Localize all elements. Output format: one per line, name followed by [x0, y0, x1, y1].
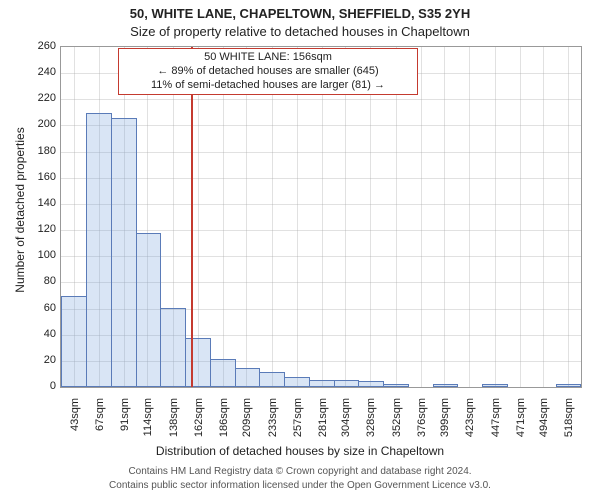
histogram-bar: [136, 233, 161, 387]
x-tick-label: 186sqm: [218, 398, 230, 458]
y-tick-label: 180: [8, 145, 56, 157]
histogram-bar: [358, 381, 384, 387]
page-subtitle: Size of property relative to detached ho…: [0, 24, 600, 39]
gridline-v: [495, 47, 496, 387]
histogram-bar: [482, 384, 508, 387]
gridline-v: [444, 47, 445, 387]
y-tick-label: 20: [8, 354, 56, 366]
y-tick-label: 240: [8, 66, 56, 78]
histogram-bar: [259, 372, 285, 387]
y-tick-label: 0: [8, 380, 56, 392]
x-tick-label: 447sqm: [490, 398, 502, 458]
y-tick-label: 60: [8, 302, 56, 314]
histogram-bar: [334, 380, 359, 387]
x-tick-label: 91sqm: [119, 398, 131, 458]
page: 50, WHITE LANE, CHAPELTOWN, SHEFFIELD, S…: [0, 0, 600, 500]
y-tick-label: 100: [8, 249, 56, 261]
y-tick-label: 160: [8, 171, 56, 183]
x-tick-label: 67sqm: [94, 398, 106, 458]
gridline-v: [297, 47, 298, 387]
x-tick-label: 43sqm: [69, 398, 81, 458]
histogram-plot: [60, 46, 582, 388]
highlight-line: [191, 47, 193, 387]
gridline-v: [421, 47, 422, 387]
x-tick-label: 138sqm: [168, 398, 180, 458]
y-tick-label: 120: [8, 223, 56, 235]
x-tick-label: 376sqm: [416, 398, 428, 458]
x-tick-label: 352sqm: [391, 398, 403, 458]
histogram-bar: [383, 384, 409, 387]
histogram-bar: [185, 338, 211, 387]
histogram-bar: [86, 113, 112, 387]
y-tick-label: 40: [8, 328, 56, 340]
annotation-line-2: ← 89% of detached houses are smaller (64…: [123, 65, 413, 79]
y-tick-label: 80: [8, 275, 56, 287]
highlight-annotation: 50 WHITE LANE: 156sqm ← 89% of detached …: [118, 48, 418, 95]
histogram-bar: [61, 296, 87, 387]
gridline-v: [520, 47, 521, 387]
gridline-v: [322, 47, 323, 387]
x-tick-label: 518sqm: [563, 398, 575, 458]
gridline-v: [543, 47, 544, 387]
x-tick-label: 257sqm: [292, 398, 304, 458]
histogram-bar: [556, 384, 581, 387]
x-tick-label: 494sqm: [538, 398, 550, 458]
gridline-v: [246, 47, 247, 387]
y-tick-label: 260: [8, 40, 56, 52]
x-tick-label: 328sqm: [365, 398, 377, 458]
footer-line-1: Contains HM Land Registry data © Crown c…: [0, 466, 600, 477]
x-tick-label: 209sqm: [241, 398, 253, 458]
histogram-bar: [309, 380, 335, 387]
x-tick-label: 304sqm: [340, 398, 352, 458]
annotation-line-1: 50 WHITE LANE: 156sqm: [123, 51, 413, 65]
gridline-v: [568, 47, 569, 387]
gridline-v: [396, 47, 397, 387]
gridline-v: [272, 47, 273, 387]
x-tick-label: 423sqm: [464, 398, 476, 458]
gridline-v: [370, 47, 371, 387]
x-tick-label: 233sqm: [267, 398, 279, 458]
footer-line-2: Contains public sector information licen…: [0, 480, 600, 491]
y-tick-label: 140: [8, 197, 56, 209]
gridline-v: [345, 47, 346, 387]
y-tick-label: 220: [8, 92, 56, 104]
x-tick-label: 281sqm: [317, 398, 329, 458]
x-tick-label: 162sqm: [193, 398, 205, 458]
x-tick-label: 471sqm: [515, 398, 527, 458]
x-tick-label: 399sqm: [439, 398, 451, 458]
y-tick-label: 200: [8, 118, 56, 130]
page-title: 50, WHITE LANE, CHAPELTOWN, SHEFFIELD, S…: [0, 6, 600, 21]
x-tick-label: 114sqm: [142, 398, 154, 458]
histogram-bar: [160, 308, 186, 387]
annotation-line-3: 11% of semi-detached houses are larger (…: [123, 79, 413, 93]
histogram-bar: [210, 359, 236, 387]
histogram-bar: [235, 368, 260, 387]
histogram-bar: [111, 118, 137, 387]
gridline-v: [223, 47, 224, 387]
gridline-v: [469, 47, 470, 387]
histogram-bar: [284, 377, 310, 387]
gridline-v: [198, 47, 199, 387]
histogram-bar: [433, 384, 458, 387]
